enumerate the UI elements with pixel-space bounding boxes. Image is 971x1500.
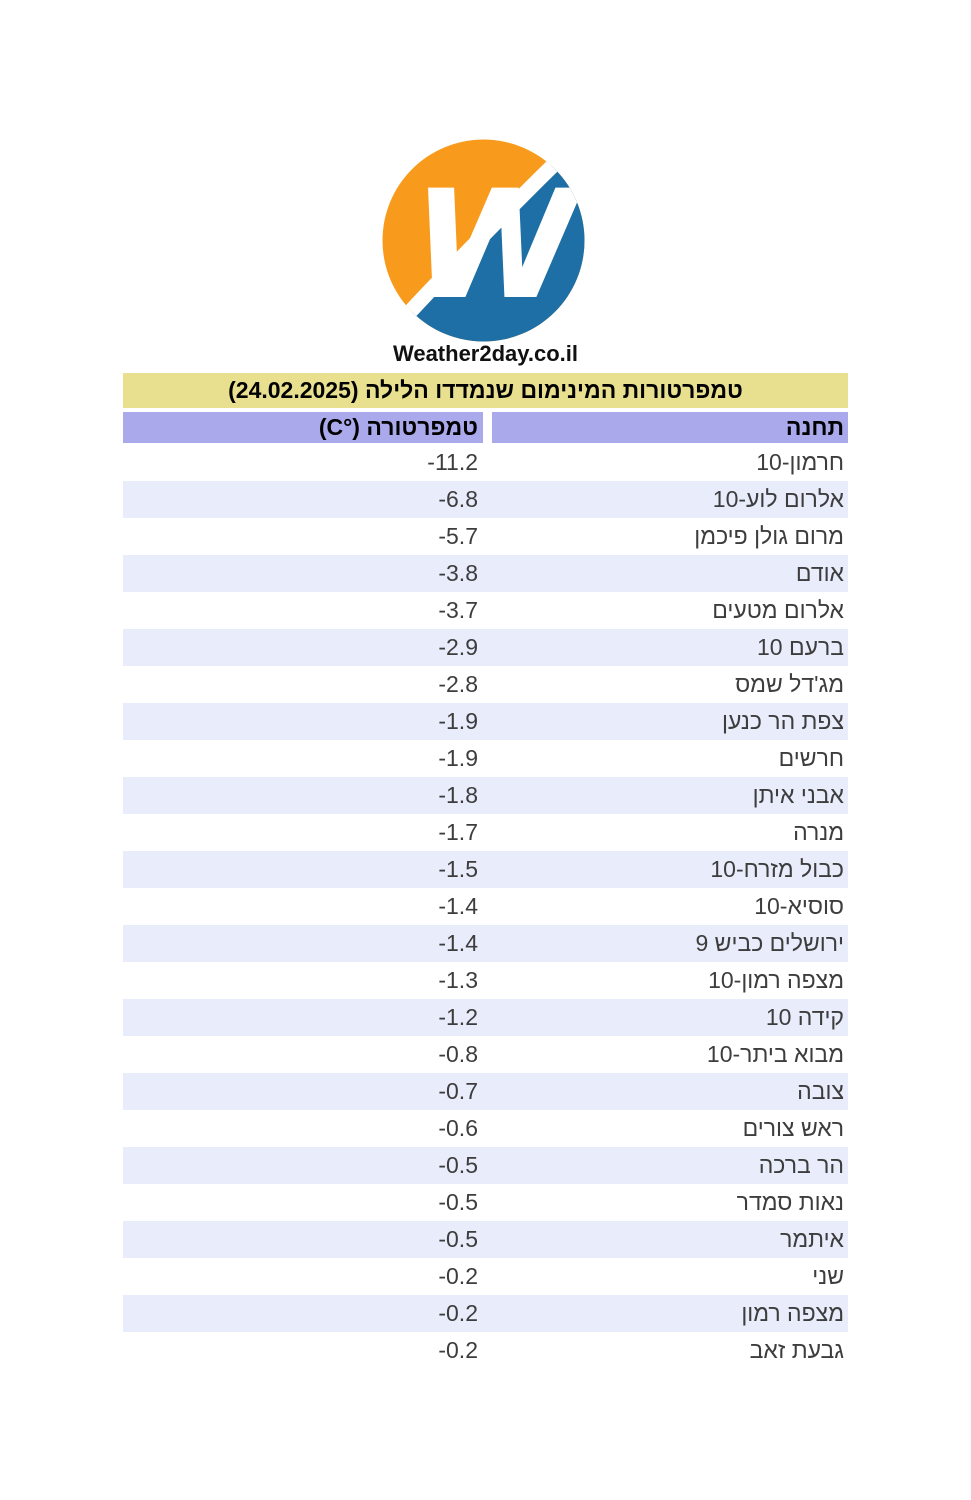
table-row: סוסיא-10 -1.4: [123, 888, 848, 925]
temperature-cell: -1.4: [438, 930, 478, 956]
table-row: מצפה רמון-10 -1.3: [123, 962, 848, 999]
station-cell: מנרה: [793, 819, 844, 845]
svg-text:W: W: [412, 159, 584, 333]
station-cell: חרשים: [778, 745, 844, 771]
table-row: מבוא ביתר-10 -0.8: [123, 1036, 848, 1073]
temperature-cell: -1.9: [438, 708, 478, 734]
table-row: קידה 10 -1.2: [123, 999, 848, 1036]
weather2day-w-icon: W: [382, 139, 585, 342]
temperature-cell: -0.2: [438, 1300, 478, 1326]
station-cell: סוסיא-10: [754, 893, 844, 919]
station-cell: שני: [812, 1263, 844, 1289]
temperature-cell: -3.7: [438, 597, 478, 623]
temperature-cell: -0.2: [438, 1337, 478, 1363]
station-cell: אלרום מטעים: [712, 597, 844, 623]
table-body: חרמון-10 -11.2 אלרום לוע-10 -6.8 מרום גו…: [123, 444, 848, 1369]
temperature-cell: -2.8: [438, 671, 478, 697]
table-row: גבעת זאב -0.2: [123, 1332, 848, 1369]
temperature-cell: -1.9: [438, 745, 478, 771]
table-row: נאות סמדר -0.5: [123, 1184, 848, 1221]
temperature-cell: -0.7: [438, 1078, 478, 1104]
station-cell: קידה 10: [765, 1004, 844, 1030]
temperature-cell: -1.3: [438, 967, 478, 993]
station-cell: מבוא ביתר-10: [706, 1041, 844, 1067]
station-cell: צובה: [797, 1078, 844, 1104]
weather2day-logo: W: [382, 139, 585, 342]
temperature-column-header: טמפרטורה (°C): [123, 412, 483, 443]
table-row: מנרה -1.7: [123, 814, 848, 851]
temperature-cell: -0.6: [438, 1115, 478, 1141]
temperature-cell: -1.8: [438, 782, 478, 808]
temperature-cell: -2.9: [438, 634, 478, 660]
station-cell: כבול מזרח-10: [710, 856, 844, 882]
station-cell: חרמון-10: [756, 449, 844, 475]
station-cell: מצפה רמון: [741, 1300, 844, 1326]
table-row: אודם -3.8: [123, 555, 848, 592]
station-cell: גבעת זאב: [749, 1337, 844, 1363]
station-cell: צפת הר כנען: [721, 708, 844, 734]
table-row: אבני איתן -1.8: [123, 777, 848, 814]
temperature-cell: -5.7: [438, 523, 478, 549]
temperature-cell: -3.8: [438, 560, 478, 586]
table-row: מצפה רמון -0.2: [123, 1295, 848, 1332]
table-row: מג'דל שמס -2.8: [123, 666, 848, 703]
table-row: איתמר -0.5: [123, 1221, 848, 1258]
site-name: Weather2day.co.il: [392, 341, 579, 366]
table-row: כבול מזרח-10 -1.5: [123, 851, 848, 888]
station-cell: ירושלים כביש 9: [695, 930, 845, 956]
table-row: ירושלים כביש 9 -1.4: [123, 925, 848, 962]
temperature-cell: -1.5: [438, 856, 478, 882]
temperature-cell: -11.2: [427, 449, 478, 475]
station-cell: ברעם 10: [756, 634, 844, 660]
temperature-cell: -0.2: [438, 1263, 478, 1289]
table-row: אלרום לוע-10 -6.8: [123, 481, 848, 518]
station-cell: איתמר: [780, 1226, 844, 1252]
table-row: חרשים -1.9: [123, 740, 848, 777]
station-cell: אודם: [795, 560, 844, 586]
station-cell: מג'דל שמס: [735, 671, 844, 697]
temperature-cell: -1.2: [438, 1004, 478, 1030]
table-title: טמפרטורות המינימום שנמדדו הלילה (24.02.2…: [123, 373, 848, 408]
table-row: שני -0.2: [123, 1258, 848, 1295]
station-cell: ראש צורים: [742, 1115, 844, 1141]
table-row: ראש צורים -0.6: [123, 1110, 848, 1147]
table-row: הר ברכה -0.5: [123, 1147, 848, 1184]
table-row: ברעם 10 -2.9: [123, 629, 848, 666]
temperature-cell: -0.8: [438, 1041, 478, 1067]
temperature-cell: -0.5: [438, 1226, 478, 1252]
station-cell: מצפה רמון-10: [708, 967, 844, 993]
table-row: צובה -0.7: [123, 1073, 848, 1110]
temperature-cell: -0.5: [438, 1152, 478, 1178]
table-row: מרום גולן פיכמן -5.7: [123, 518, 848, 555]
station-cell: נאות סמדר: [736, 1189, 844, 1215]
station-cell: אבני איתן: [752, 782, 844, 808]
table-header-row: תחנה טמפרטורה (°C): [123, 412, 848, 443]
table-row: חרמון-10 -11.2: [123, 444, 848, 481]
table-row: אלרום מטעים -3.7: [123, 592, 848, 629]
min-temperatures-table: טמפרטורות המינימום שנמדדו הלילה (24.02.2…: [123, 373, 848, 1369]
temperature-cell: -0.5: [438, 1189, 478, 1215]
temperature-cell: -1.7: [438, 819, 478, 845]
station-cell: אלרום לוע-10: [712, 486, 844, 512]
station-cell: מרום גולן פיכמן: [694, 523, 844, 549]
station-column-header: תחנה: [492, 412, 848, 443]
station-cell: הר ברכה: [758, 1152, 844, 1178]
temperature-cell: -6.8: [438, 486, 478, 512]
temperature-cell: -1.4: [438, 893, 478, 919]
table-row: צפת הר כנען -1.9: [123, 703, 848, 740]
